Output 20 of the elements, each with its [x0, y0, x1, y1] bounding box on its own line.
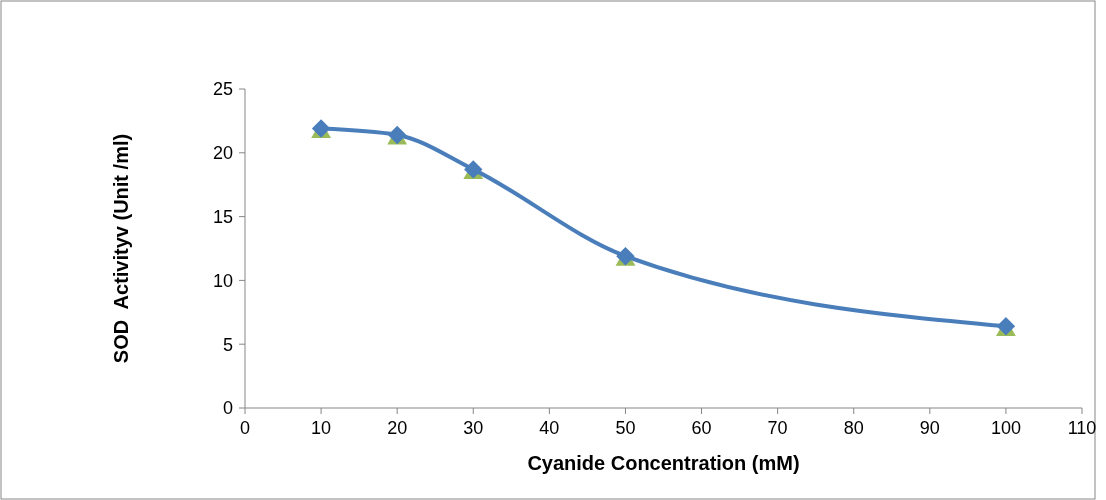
x-tick-label: 80	[843, 418, 864, 438]
x-tick-label: 70	[767, 418, 788, 438]
x-tick-label: 0	[239, 418, 251, 438]
x-tick-label: 110	[1067, 418, 1097, 438]
x-tick-label: 10	[311, 418, 332, 438]
x-tick-label: 90	[919, 418, 940, 438]
y-tick-label: 20	[212, 143, 233, 164]
x-tick-label: 30	[463, 418, 484, 438]
x-tick-label: 100	[990, 418, 1021, 438]
y-tick-label: 25	[212, 79, 233, 100]
x-tick-label: 60	[691, 418, 712, 438]
x-tick-label: 40	[539, 418, 560, 438]
y-tick-label: 5	[222, 334, 233, 355]
x-tick-label: 50	[615, 418, 636, 438]
y-tick-label: 0	[222, 398, 233, 419]
x-tick-label: 20	[387, 418, 408, 438]
y-axis-title: SOD Activityv (Unit /ml)	[110, 133, 132, 364]
x-axis-title: Cyanide Concentration (mM)	[527, 452, 800, 474]
y-tick-label: 15	[212, 206, 233, 227]
y-tick-label: 10	[212, 270, 233, 291]
